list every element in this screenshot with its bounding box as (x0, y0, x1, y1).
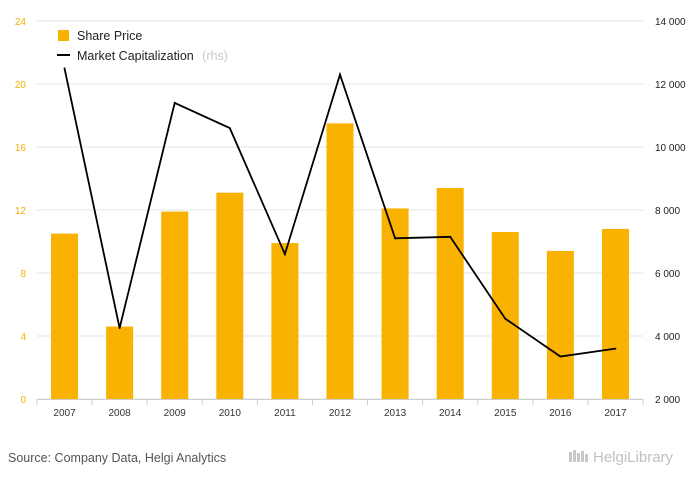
market-cap-point-2009 (173, 102, 176, 104)
left-tick-label: 20 (15, 80, 27, 91)
bar-2017 (601, 228, 629, 399)
chart: 0 4 8 12 16 20 24 2 000 4 000 6 000 8 000 10 000 12… (15, 17, 686, 419)
left-axis: 0 4 8 12 16 20 24 (15, 17, 27, 406)
right-tick-label: 2 000 (655, 395, 680, 406)
legend-label-market-cap: Market Capitalization (rhs) (77, 47, 228, 64)
market-cap-point-2007 (63, 67, 66, 70)
x-tick-label: 2012 (329, 408, 352, 419)
left-tick-label: 0 (20, 395, 26, 406)
market-cap-point-2015 (504, 317, 507, 320)
x-tick-label: 2011 (274, 408, 296, 419)
legend-label-share-price: Share Price (77, 29, 142, 43)
x-tick-label: 2014 (439, 408, 462, 419)
left-tick-label: 4 (20, 332, 26, 343)
bar-2016 (546, 250, 574, 399)
x-axis: 2007 2008 2009 2010 2011 2012 2013 2014 2015 2016… (36, 399, 644, 419)
right-tick-label: 12 000 (655, 80, 686, 91)
x-tick-label: 2009 (164, 408, 187, 419)
x-tick-label: 2016 (549, 408, 572, 419)
bar-2013 (381, 208, 409, 399)
left-tick-label: 12 (15, 206, 27, 217)
x-tick-label: 2010 (219, 408, 242, 419)
legend-market-cap-name: Market Capitalization (77, 49, 194, 63)
right-axis: 2 000 4 000 6 000 8 000 10 000 12 000 14 000 (655, 17, 686, 406)
market-cap-point-2011 (284, 253, 286, 256)
line-series (63, 67, 617, 358)
market-cap-point-2014 (449, 235, 452, 238)
right-tick-label: 8 000 (655, 206, 680, 217)
bar-2008 (106, 326, 134, 399)
legend-swatch-share-price (58, 30, 69, 41)
x-tick-label: 2013 (384, 408, 407, 419)
bar-2007 (51, 233, 79, 399)
legend-market-cap-suffix: (rhs) (202, 49, 228, 63)
left-tick-label: 8 (20, 269, 26, 280)
right-tick-label: 14 000 (655, 17, 686, 28)
x-tick-label: 2007 (53, 408, 76, 419)
source-note: Source: Company Data, Helgi Analytics (8, 451, 227, 465)
left-tick-label: 16 (15, 143, 27, 154)
market-cap-point-2013 (394, 237, 396, 240)
right-tick-label: 4 000 (655, 332, 680, 343)
market-cap-point-2012 (339, 73, 341, 76)
market-cap-point-2010 (228, 127, 231, 129)
bar-2012 (326, 123, 354, 399)
x-tick-label: 2015 (494, 408, 517, 419)
market-cap-point-2016 (559, 355, 562, 358)
brand-logo: HelgiLibrary (568, 449, 673, 466)
x-tick-label: 2008 (109, 408, 132, 419)
bar-2014 (436, 187, 464, 399)
bar-2015 (491, 232, 519, 399)
library-icon (569, 450, 588, 462)
bar-2011 (271, 243, 299, 399)
market-cap-point-2017 (614, 347, 617, 350)
left-tick-label: 24 (15, 17, 27, 28)
bar-2009 (161, 211, 189, 399)
bar-2010 (216, 192, 244, 399)
right-tick-label: 10 000 (655, 143, 686, 154)
bar-series (51, 123, 629, 399)
legend: Share Price Market Capitalization (rhs) (57, 29, 228, 64)
market-cap-point-2008 (118, 327, 121, 330)
right-tick-label: 6 000 (655, 269, 680, 280)
brand-name: HelgiLibrary (593, 449, 674, 466)
x-tick-label: 2017 (604, 408, 627, 419)
